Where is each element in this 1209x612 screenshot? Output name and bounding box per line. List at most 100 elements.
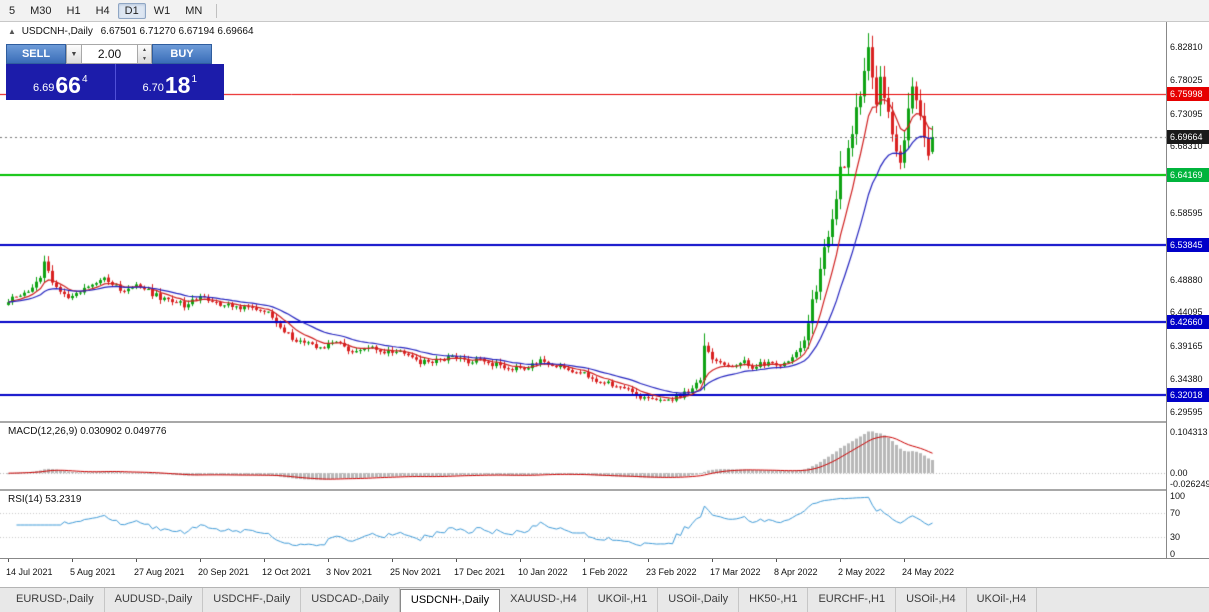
buy-price-display[interactable]: 6.70 18 1 (114, 64, 225, 100)
volume-dropdown-button[interactable]: ▼ (66, 44, 82, 64)
timeframe-toolbar: 5 M30 H1 H4 D1 W1 MN (0, 0, 1209, 22)
time-axis-tick (456, 559, 457, 562)
sell-price-big: 66 (55, 72, 81, 98)
buy-price-big: 18 (164, 72, 191, 98)
buy-button[interactable]: BUY (152, 44, 212, 64)
rsi-scale-label: 100 (1170, 491, 1186, 501)
chart-header: ▲ USDCNH-,Daily 6.67501 6.71270 6.67194 … (8, 26, 254, 37)
time-axis-label: 10 Jan 2022 (518, 567, 568, 577)
tab-xauusd-h4[interactable]: XAUUSD-,H4 (500, 588, 588, 612)
price-scale-axis[interactable]: 6.828106.780256.730956.683106.635256.585… (1166, 22, 1209, 558)
price-level-badge: 6.53845 (1167, 238, 1209, 253)
price-level-badge: 6.69664 (1167, 130, 1209, 145)
time-axis-tick (136, 559, 137, 562)
time-axis-label: 20 Sep 2021 (198, 567, 250, 577)
macd-scale-label: -0.026249 (1170, 478, 1209, 489)
price-scale-label: 6.58595 (1170, 207, 1203, 218)
tab-eurchf-h1[interactable]: EURCHF-,H1 (808, 588, 897, 612)
timeframe-d1[interactable]: D1 (117, 2, 146, 19)
time-axis-label: 17 Mar 2022 (710, 567, 761, 577)
time-axis-tick (328, 559, 329, 562)
tab-hk50-h1[interactable]: HK50-,H1 (739, 588, 809, 612)
toolbar-separator (216, 3, 218, 18)
timeframe-m30[interactable]: M30 (30, 4, 52, 17)
price-scale-label: 6.82810 (1170, 41, 1203, 52)
macd-pane-label: MACD(12,26,9) 0.030902 0.049776 (8, 426, 167, 437)
time-axis-tick (520, 559, 521, 562)
time-axis-label: 17 Dec 2021 (454, 567, 506, 577)
macd-indicator-canvas[interactable] (0, 423, 1166, 489)
tab-usoil-h4[interactable]: USOil-,H4 (896, 588, 967, 612)
tab-usdchf-daily[interactable]: USDCHF-,Daily (203, 588, 302, 612)
chart-tab-bar: EURUSD-,Daily AUDUSD-,Daily USDCHF-,Daily U… (0, 587, 1209, 612)
price-level-badge: 6.75998 (1167, 86, 1209, 101)
price-scale-label: 6.73095 (1170, 108, 1203, 119)
rsi-scale-label: 70 (1170, 508, 1181, 519)
rsi-indicator-canvas[interactable] (0, 491, 1166, 558)
price-level-badge: 6.42660 (1167, 315, 1209, 330)
price-scale-label: 6.48880 (1170, 274, 1203, 285)
time-axis-tick (264, 559, 265, 562)
time-axis-label: 2 May 2022 (838, 567, 886, 577)
pane-splitter[interactable] (0, 489, 1209, 491)
timeframe-h1[interactable]: H1 (66, 4, 81, 17)
tab-usdcnh-daily[interactable]: USDCNH-,Daily (399, 589, 501, 612)
timeframe-5[interactable]: 5 (9, 4, 16, 17)
time-axis-label: 8 Apr 2022 (774, 567, 818, 577)
macd-scale-label: 0.104313 (1170, 426, 1208, 437)
stepper-up-icon[interactable]: ▲ (142, 46, 147, 53)
stepper-down-icon[interactable]: ▼ (142, 55, 147, 62)
pane-splitter[interactable] (0, 421, 1209, 423)
tab-ukoil-h1[interactable]: UKOil-,H1 (588, 588, 659, 612)
tab-audusd-daily[interactable]: AUDUSD-,Daily (105, 588, 204, 612)
chart-ohlc-values: 6.67501 6.71270 6.67194 6.69664 (100, 26, 254, 37)
timeframe-h4[interactable]: H4 (95, 4, 110, 17)
price-scale-label: 6.78025 (1170, 74, 1203, 85)
time-axis-tick (392, 559, 393, 562)
collapse-chart-icon[interactable]: ▲ (8, 27, 16, 36)
tab-ukoil-h4[interactable]: UKOil-,H4 (967, 588, 1038, 612)
buy-price-pip: 1 (191, 74, 198, 85)
chevron-down-icon: ▼ (70, 50, 78, 58)
time-axis-tick (648, 559, 649, 562)
time-axis-tick (200, 559, 201, 562)
price-scale-label: 6.39165 (1170, 341, 1203, 352)
tab-usdcad-daily[interactable]: USDCAD-,Daily (301, 588, 400, 612)
time-axis-tick (776, 559, 777, 562)
time-axis-tick (8, 559, 9, 562)
rsi-scale-label: 0 (1170, 549, 1176, 558)
time-axis-label: 25 Nov 2021 (390, 567, 442, 577)
time-axis-label: 12 Oct 2021 (262, 567, 312, 577)
time-axis-tick (72, 559, 73, 562)
volume-stepper[interactable]: ▲ ▼ (138, 44, 152, 64)
price-scale-label: 6.44095 (1170, 307, 1203, 318)
timeframe-button-group: 5 M30 H1 H4 D1 W1 MN (2, 2, 210, 19)
time-axis-tick (840, 559, 841, 562)
tab-usoil-daily[interactable]: USOil-,Daily (658, 588, 740, 612)
price-scale-label: 6.34380 (1170, 373, 1203, 384)
time-axis-label: 27 Aug 2021 (134, 567, 185, 577)
tab-eurusd-daily[interactable]: EURUSD-,Daily (6, 588, 105, 612)
sell-price-pip: 4 (81, 74, 88, 85)
rsi-scale-label: 30 (1170, 531, 1181, 542)
sell-button[interactable]: SELL (6, 44, 66, 64)
time-axis-label: 5 Aug 2021 (70, 567, 116, 577)
time-axis-label: 24 May 2022 (902, 567, 955, 577)
time-axis-tick (904, 559, 905, 562)
sell-price-prefix: 6.69 (32, 82, 55, 94)
time-axis-tick (584, 559, 585, 562)
buy-price-prefix: 6.70 (142, 82, 164, 94)
timeframe-mn[interactable]: MN (185, 4, 203, 17)
time-axis-label: 23 Feb 2022 (646, 567, 697, 577)
time-axis-label: 1 Feb 2022 (582, 567, 628, 577)
timeframe-w1[interactable]: W1 (153, 4, 171, 17)
time-axis[interactable]: 14 Jul 2021 5 Aug 2021 27 Aug 2021 20 Sep 2… (0, 558, 1209, 587)
time-axis-tick (712, 559, 713, 562)
price-scale-label: 6.29595 (1170, 406, 1203, 417)
price-scale-label: 6.68310 (1170, 141, 1203, 152)
time-axis-label: 14 Jul 2021 (6, 567, 53, 577)
sell-price-display[interactable]: 6.69 66 4 (6, 64, 115, 100)
volume-input[interactable] (82, 44, 138, 64)
macd-scale-label: 0.00 (1170, 468, 1188, 479)
